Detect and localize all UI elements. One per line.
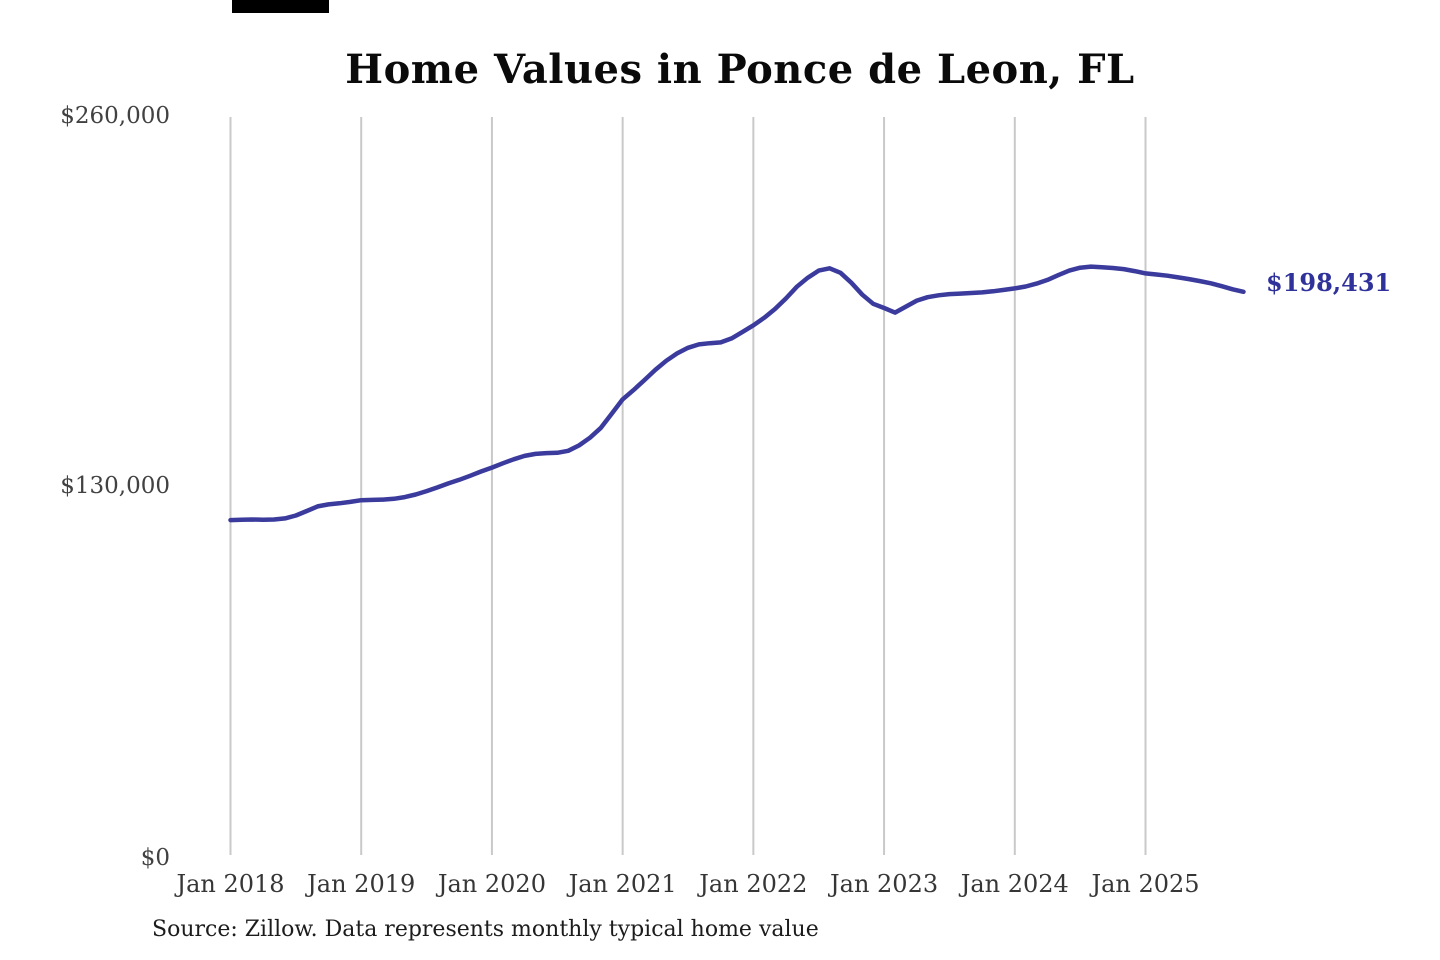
chart-title: Home Values in Ponce de Leon, FL [345, 46, 1135, 93]
home-value-line [228, 264, 1246, 523]
current-value-label: $198,431 [1266, 268, 1392, 297]
gridlines [229, 117, 1147, 855]
x-tick-label: Jan 2024 [960, 870, 1069, 898]
y-tick-label-130000: $130,000 [60, 473, 170, 499]
y-tick-label-260000: $260,000 [60, 103, 170, 129]
animation-progress-bar [232, 0, 329, 13]
source-note: Source: Zillow. Data represents monthly … [152, 917, 819, 942]
x-tick-label: Jan 2023 [830, 870, 939, 898]
x-tick-label: Jan 2018 [176, 870, 285, 898]
x-tick-label: Jan 2019 [307, 870, 416, 898]
x-tick-label: Jan 2022 [699, 870, 808, 898]
x-tick-label: Jan 2021 [568, 870, 677, 898]
y-tick-label-0: $0 [140, 845, 170, 871]
x-tick-label: Jan 2025 [1091, 870, 1200, 898]
value-line [228, 264, 1246, 523]
x-tick-label: Jan 2020 [437, 870, 546, 898]
